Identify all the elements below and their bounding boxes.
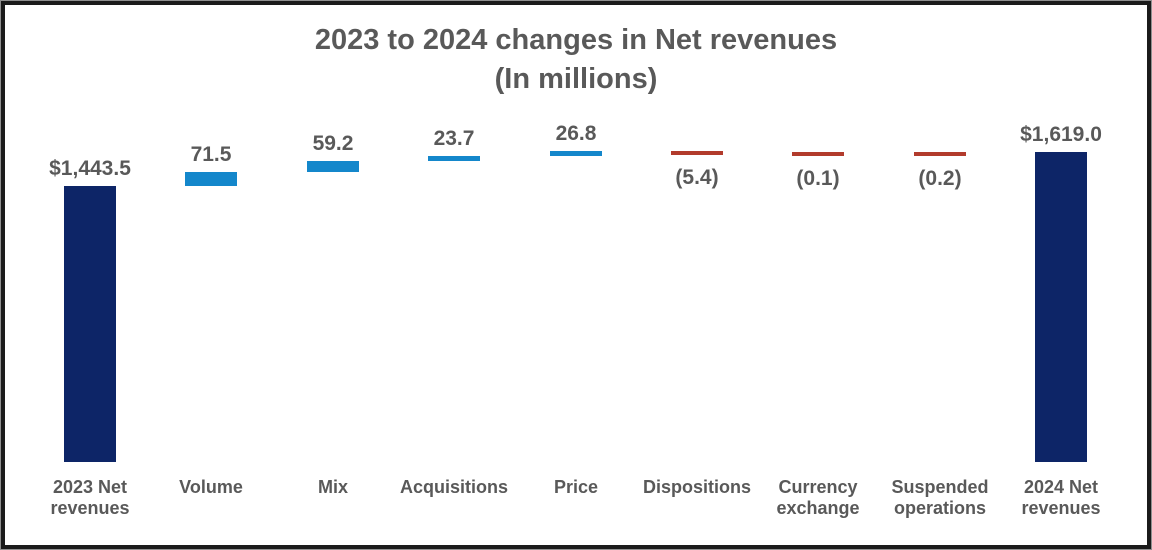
- waterfall-bar-total: [1035, 152, 1087, 462]
- bar-value-label: 71.5: [190, 143, 232, 166]
- bar-value-label: 26.8: [555, 122, 597, 145]
- category-label: Volume: [179, 477, 243, 497]
- plot-area: $1,443.5 2023 Net revenues 71.5 Volume 59.2 M…: [5, 5, 1147, 545]
- category-label: 2024 Net revenues: [1021, 477, 1101, 518]
- waterfall-bar-increase: [307, 161, 359, 172]
- waterfall-bar-total: [64, 186, 116, 462]
- category-label: Dispositions: [642, 477, 751, 497]
- waterfall-bar-decrease: [792, 152, 844, 156]
- category-label: Mix: [317, 477, 348, 497]
- category-label: Suspended operations: [891, 477, 989, 518]
- chart-title-line2: (In millions): [494, 63, 658, 95]
- bar-value-label: (0.1): [796, 167, 840, 190]
- waterfall-bar-increase: [428, 156, 480, 161]
- waterfall-bar-increase: [185, 172, 237, 186]
- bar-value-label: 59.2: [312, 132, 354, 155]
- bar-value-label: 23.7: [433, 127, 475, 150]
- waterfall-bar-decrease: [914, 152, 966, 156]
- chart-title: 2023 to 2024 changes in Net revenues (In…: [5, 21, 1147, 99]
- category-label: Price: [553, 477, 599, 497]
- chart-title-line1: 2023 to 2024 changes in Net revenues: [314, 24, 838, 56]
- category-label: Acquisitions: [399, 477, 508, 497]
- category-label: 2023 Net revenues: [50, 477, 130, 518]
- bar-value-label: $1,619.0: [1020, 123, 1102, 146]
- bar-value-label: (5.4): [675, 166, 719, 189]
- waterfall-bar-increase: [550, 151, 602, 156]
- bar-value-label: (0.2): [918, 167, 962, 190]
- waterfall-bar-decrease: [671, 151, 723, 155]
- bar-value-label: $1,443.5: [49, 157, 131, 180]
- category-label: Currency exchange: [776, 477, 860, 518]
